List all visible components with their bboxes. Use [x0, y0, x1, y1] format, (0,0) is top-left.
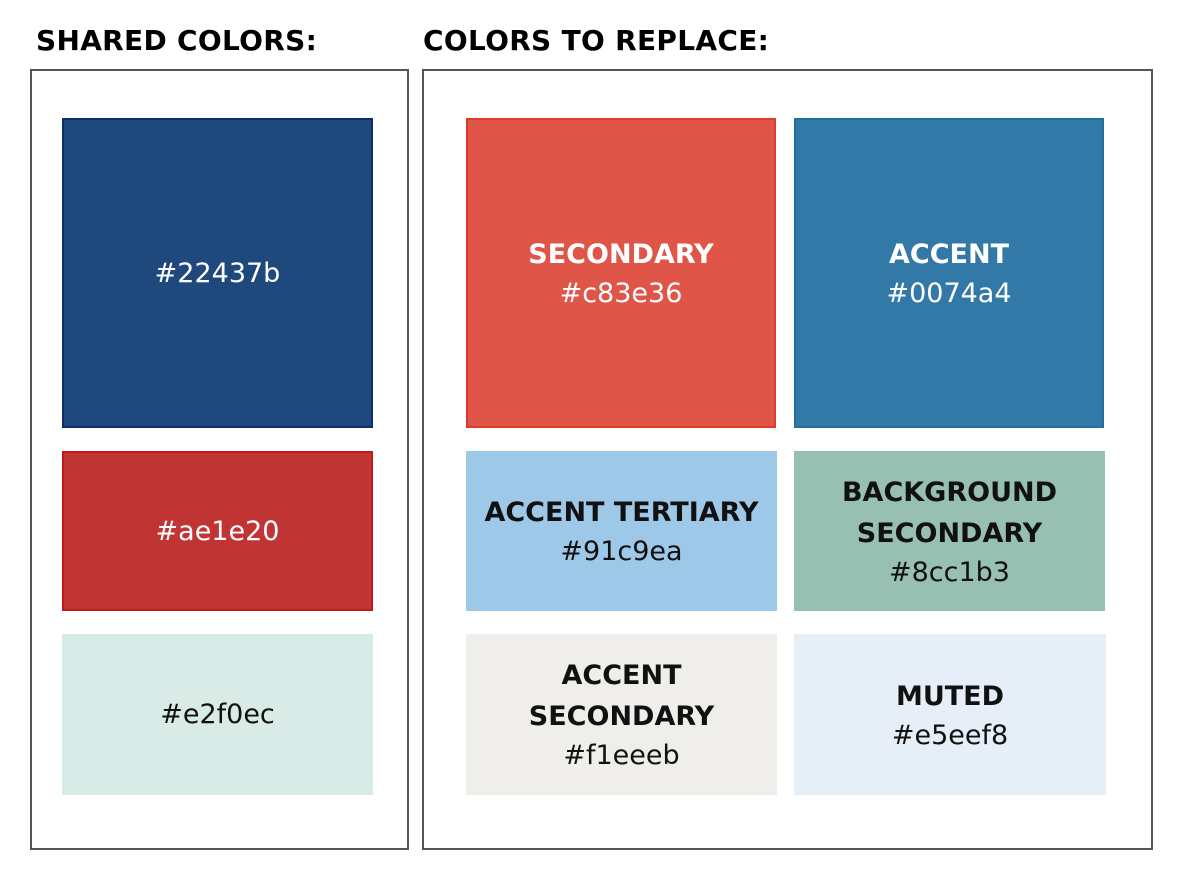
colors-to-replace-heading: COLORS TO REPLACE:	[423, 24, 770, 57]
replace-swatch-accent: ACCENT #0074a4	[794, 118, 1104, 428]
swatch-hex: #e5eef8	[891, 719, 1009, 751]
replace-swatch-secondary: SECONDARY #c83e36	[466, 118, 776, 428]
swatch-name: ACCENT TERTIARY	[484, 497, 759, 528]
replace-swatch-accent-tertiary: ACCENT TERTIARY #91c9ea	[466, 451, 777, 611]
shared-swatch-mint: #e2f0ec	[62, 634, 373, 795]
replace-swatch-accent-secondary: ACCENT SECONDARY #f1eeeb	[466, 634, 777, 795]
swatch-hex: #8cc1b3	[889, 556, 1010, 588]
swatch-hex: #ae1e20	[155, 515, 280, 547]
swatch-hex: #c83e36	[559, 278, 683, 309]
replace-swatch-muted: MUTED #e5eef8	[794, 634, 1106, 795]
shared-swatch-red: #ae1e20	[62, 451, 373, 611]
swatch-hex: #22437b	[154, 257, 281, 289]
swatch-name: BACKGROUND SECONDARY	[841, 476, 1058, 549]
replace-swatch-background-secondary: BACKGROUND SECONDARY #8cc1b3	[794, 451, 1105, 611]
shared-swatch-navy: #22437b	[62, 118, 373, 428]
swatch-name: MUTED	[895, 680, 1005, 712]
swatch-name: SECONDARY	[528, 239, 714, 270]
swatch-name: ACCENT SECONDARY	[528, 660, 715, 732]
swatch-name: ACCENT	[889, 239, 1009, 270]
swatch-hex: #e2f0ec	[160, 699, 275, 730]
swatch-hex: #91c9ea	[560, 536, 683, 567]
swatch-hex: #0074a4	[886, 278, 1012, 309]
swatch-hex: #f1eeeb	[563, 740, 680, 771]
shared-colors-heading: SHARED COLORS:	[36, 24, 318, 57]
